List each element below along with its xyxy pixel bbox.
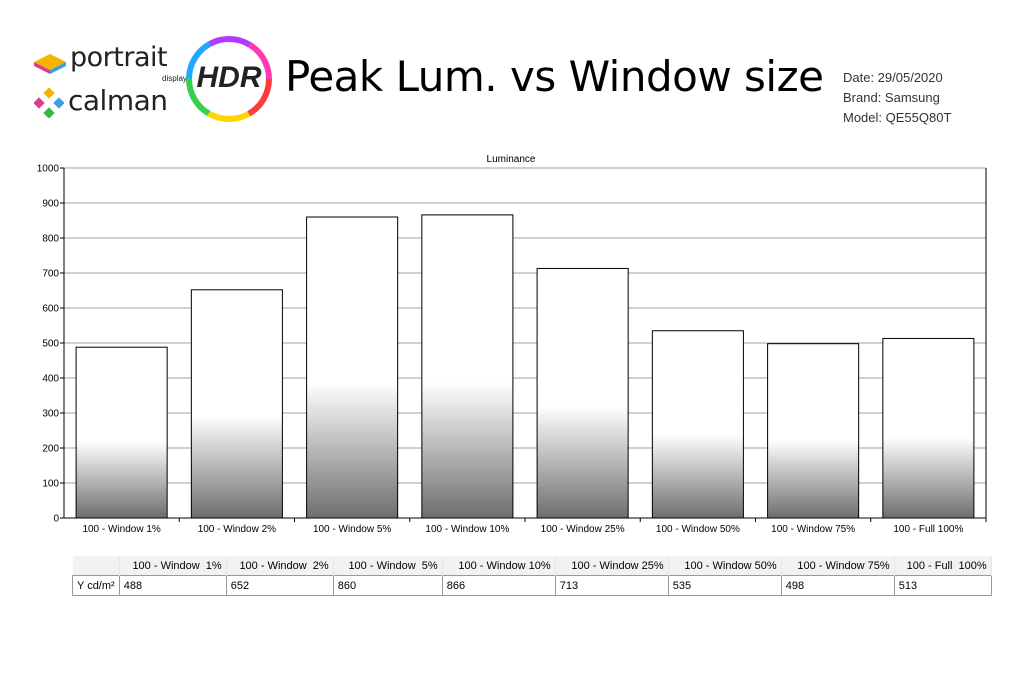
y-tick-label: 1000 [37, 164, 60, 175]
bar [306, 216, 399, 519]
x-tick-label: 100 - Window 75% [771, 524, 855, 535]
table-cell: 498 [780, 575, 895, 596]
table-cell: 866 [441, 575, 556, 596]
table-column-header: 100 - Window 10% [442, 556, 556, 576]
x-tick-label: 100 - Window 25% [541, 524, 625, 535]
table-column-header: 100 - Window 50% [668, 556, 782, 576]
calman-logo: calman [34, 84, 184, 122]
bar [536, 267, 629, 519]
x-tick-label: 100 - Window 2% [198, 524, 276, 535]
y-tick-label: 400 [42, 374, 59, 385]
table-row-label: Y cd/m² [72, 575, 120, 596]
table-column-header: 100 - Window 2% [226, 556, 334, 576]
y-tick-label: 700 [42, 269, 59, 280]
table-corner [72, 556, 120, 576]
report-header: portrait displays calman HDR Peak Lum. v… [0, 0, 1024, 135]
y-tick-label: 600 [42, 304, 59, 315]
bar [767, 343, 860, 519]
chart-title: Luminance [487, 154, 536, 165]
meta-date: Date: 29/05/2020 [843, 70, 943, 85]
y-tick-label: 200 [42, 444, 59, 455]
portrait-displays-logo: portrait displays [34, 42, 191, 84]
x-tick-label: 100 - Window 10% [425, 524, 509, 535]
hdr-badge: HDR [185, 35, 273, 123]
y-tick-label: 300 [42, 409, 59, 420]
calman-logo-icon [34, 88, 64, 118]
y-tick-label: 0 [53, 514, 59, 525]
table-value-row: Y cd/m² 488 652 860 866 713 535 498 513 [72, 575, 992, 596]
portrait-logo-sub: displays [162, 74, 191, 83]
table-column-header: 100 - Window 5% [333, 556, 443, 576]
table-cell: 652 [225, 575, 334, 596]
x-tick-label: 100 - Full 100% [893, 524, 963, 535]
x-tick-label: 100 - Window 1% [82, 524, 160, 535]
table-cell: 713 [554, 575, 669, 596]
luminance-chart-svg: Luminance 0 100 200 300 400 500 600 700 800 900 10… [37, 154, 987, 535]
table-column-header: 100 - Window 75% [781, 556, 895, 576]
chart-bars [75, 214, 975, 519]
meta-brand: Brand: Samsung [843, 90, 940, 105]
calman-logo-word: calman [68, 84, 168, 117]
y-tick-label: 100 [42, 479, 59, 490]
page-title: Peak Lum. vs Window size [285, 52, 824, 101]
portrait-logo-word: portrait [70, 42, 168, 73]
y-tick-label: 800 [42, 234, 59, 245]
table-column-header: 100 - Full 100% [894, 556, 992, 576]
table-column-header: 100 - Window 25% [555, 556, 669, 576]
table-cell: 535 [667, 575, 782, 596]
table-cell: 513 [893, 575, 992, 596]
luminance-chart: Luminance 0 100 200 300 400 500 600 700 800 900 10… [0, 135, 1024, 535]
x-axis: 100 - Window 1% 100 - Window 2% 100 - Wind… [64, 517, 987, 535]
table-cell: 488 [118, 575, 227, 596]
portrait-logo-icon [34, 54, 66, 74]
bar [190, 289, 283, 519]
report-meta: Date: 29/05/2020 Brand: Samsung Model: Q… [843, 68, 951, 128]
x-tick-label: 100 - Window 5% [313, 524, 391, 535]
meta-model: Model: QE55Q80T [843, 110, 952, 125]
bar [651, 330, 744, 519]
y-tick-label: 500 [42, 339, 59, 350]
hdr-badge-text: HDR [196, 61, 262, 94]
hdr-ring-icon [186, 36, 272, 122]
data-table: 100 - Window 1% 100 - Window 2% 100 - Wind… [72, 556, 992, 596]
y-tick-label: 900 [42, 199, 59, 210]
table-cell: 860 [332, 575, 443, 596]
table-header-row: 100 - Window 1% 100 - Window 2% 100 - Wind… [72, 556, 992, 576]
bar [882, 337, 975, 519]
table-column-header: 100 - Window 1% [119, 556, 227, 576]
bar [421, 214, 514, 519]
y-axis: 0 100 200 300 400 500 600 700 800 900 1000 [37, 164, 987, 525]
x-tick-label: 100 - Window 50% [656, 524, 740, 535]
bar [75, 346, 168, 519]
